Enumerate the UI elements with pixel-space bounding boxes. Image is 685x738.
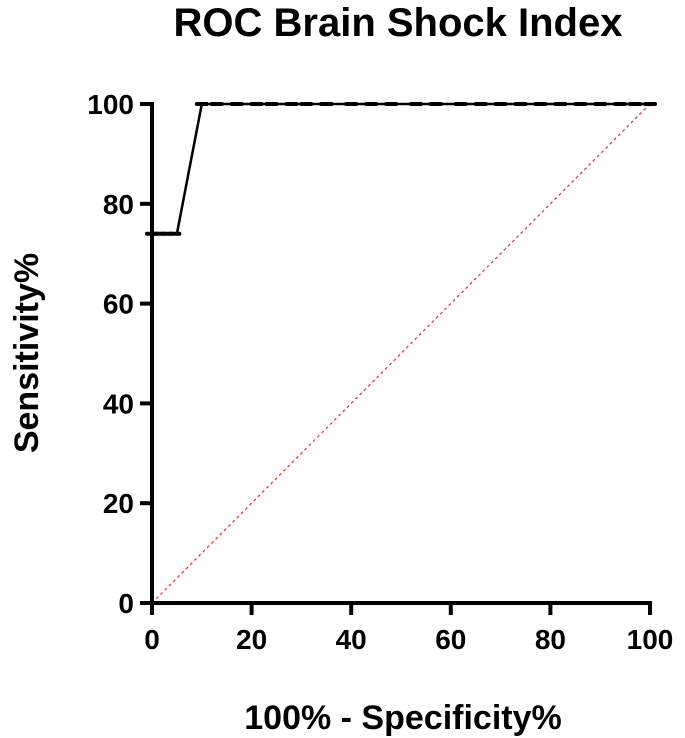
- roc-point-layer: [145, 102, 657, 236]
- x-tick-label: 0: [144, 624, 160, 655]
- x-tick-label: 20: [236, 624, 267, 655]
- y-tick-label: 60: [103, 289, 134, 320]
- chart-title: ROC Brain Shock Index: [174, 1, 623, 45]
- y-tick-label: 100: [87, 89, 134, 120]
- reference-line-layer: [151, 103, 651, 604]
- x-tick-label: 40: [336, 624, 367, 655]
- y-tick-label: 80: [103, 189, 134, 220]
- y-tick-label: 0: [118, 588, 134, 619]
- x-tick-label: 100: [627, 624, 674, 655]
- y-tick-label: 20: [103, 488, 134, 519]
- x-tick-label: 80: [535, 624, 566, 655]
- y-axis-label: Sensitivity%: [8, 253, 46, 453]
- roc-curve-line: [152, 102, 650, 235]
- x-axis-ticks: 0 20 40 60 80 100: [144, 603, 673, 655]
- plot-area: [145, 102, 657, 604]
- roc-curve-layer: [152, 102, 650, 235]
- x-axis-label: 100% - Specificity%: [244, 699, 561, 737]
- y-tick-label: 40: [103, 388, 134, 419]
- reference-diagonal-line: [151, 103, 651, 604]
- x-tick-label: 60: [435, 624, 466, 655]
- axes: 0 20 40 60 80 100 0 20 40 60 80 100: [87, 89, 673, 655]
- y-axis-ticks: 0 20 40 60 80 100: [87, 89, 152, 619]
